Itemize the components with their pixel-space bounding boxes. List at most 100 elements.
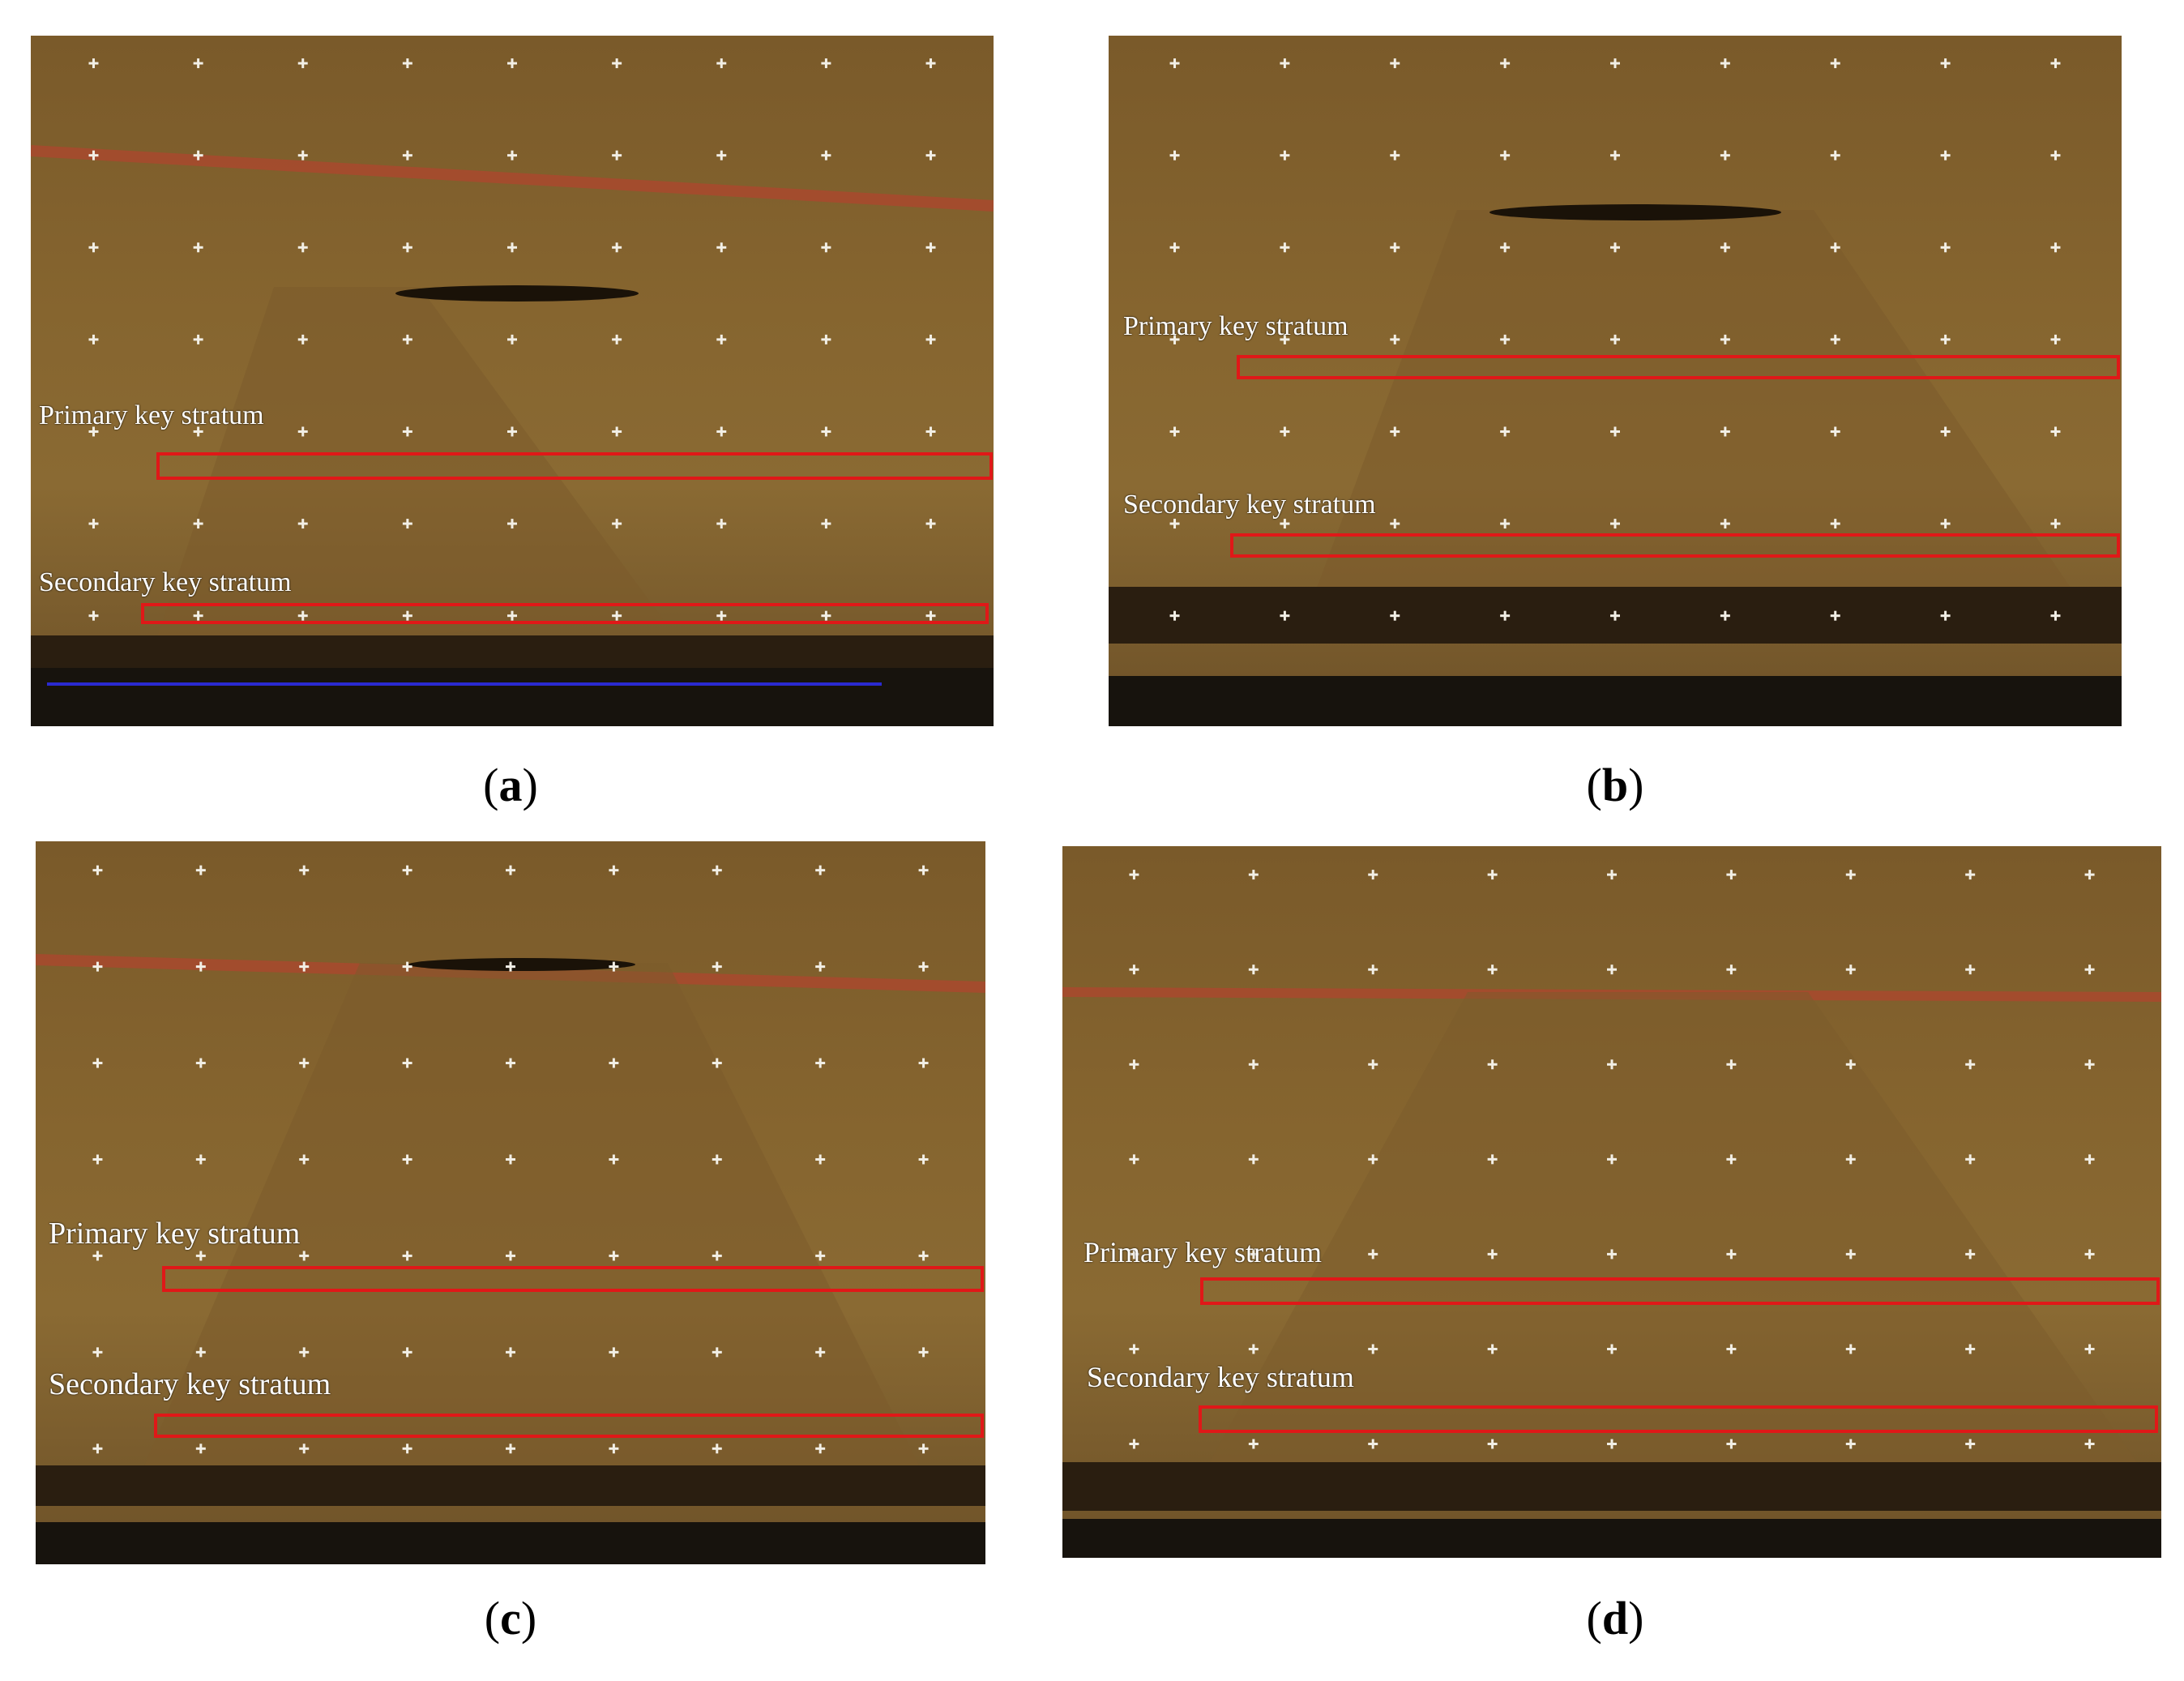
marker-point	[1845, 1059, 1856, 1070]
marker-point	[1500, 150, 1511, 160]
marker-point	[1368, 1154, 1378, 1165]
marker-point	[297, 58, 308, 69]
primary-key-stratum-box	[162, 1266, 984, 1292]
marker-point	[299, 961, 310, 972]
marker-point	[1487, 1344, 1498, 1354]
marker-point	[507, 334, 517, 344]
marker-point	[2084, 965, 2095, 975]
marker-point	[1720, 334, 1730, 344]
marker-point	[1965, 1249, 1976, 1260]
marker-point	[1368, 1249, 1378, 1260]
marker-point	[1610, 426, 1620, 437]
marker-point	[612, 426, 622, 437]
marker-point	[1487, 965, 1498, 975]
marker-point	[402, 334, 412, 344]
marker-point	[195, 1347, 206, 1358]
marker-point	[1169, 334, 1180, 344]
marker-point	[1940, 150, 1951, 160]
marker-point	[609, 1058, 619, 1068]
marker-point	[1390, 334, 1400, 344]
marker-point	[1368, 870, 1378, 880]
panel-d-caption: (d)	[1586, 1592, 1644, 1645]
marker-point	[716, 519, 727, 529]
marker-point	[716, 58, 727, 69]
primary-key-stratum-label: Primary key stratum	[1083, 1236, 1322, 1268]
marker-point	[2084, 1344, 2095, 1354]
marker-point	[815, 1251, 826, 1261]
marker-point	[2050, 334, 2061, 344]
primary-key-stratum-label: Primary key stratum	[39, 400, 264, 430]
marker-point	[716, 242, 727, 253]
marker-point	[925, 426, 936, 437]
marker-point	[1280, 150, 1290, 160]
marker-point	[1280, 242, 1290, 253]
marker-point	[1390, 519, 1400, 529]
marker-point	[925, 150, 936, 160]
marker-point	[712, 1347, 722, 1358]
marker-point	[507, 426, 517, 437]
marker-point	[1248, 1059, 1259, 1070]
marker-point	[297, 334, 308, 344]
marker-point	[195, 961, 206, 972]
marker-point	[1845, 1344, 1856, 1354]
marker-point	[2084, 1059, 2095, 1070]
marker-point	[1248, 965, 1259, 975]
marker-point	[2050, 150, 2061, 160]
marker-point	[1500, 519, 1511, 529]
marker-point	[612, 610, 622, 621]
marker-point	[297, 150, 308, 160]
marker-point	[1169, 58, 1180, 69]
marker-point	[1830, 426, 1840, 437]
marker-point	[1720, 519, 1730, 529]
marker-point	[1845, 965, 1856, 975]
marker-point	[507, 242, 517, 253]
marker-point	[297, 519, 308, 529]
marker-point	[1726, 1059, 1737, 1070]
marker-point	[815, 865, 826, 875]
marker-point	[815, 1058, 826, 1068]
marker-point	[712, 865, 722, 875]
marker-point	[1830, 519, 1840, 529]
marker-point	[402, 58, 412, 69]
marker-point	[1500, 610, 1511, 621]
marker-point	[1500, 334, 1511, 344]
marker-point	[402, 150, 412, 160]
marker-point	[1965, 1344, 1976, 1354]
marker-point	[2050, 519, 2061, 529]
marker-point	[1965, 1154, 1976, 1165]
marker-point	[1940, 519, 1951, 529]
marker-point	[1487, 1439, 1498, 1449]
marker-point	[1726, 1249, 1737, 1260]
marker-point	[925, 58, 936, 69]
marker-point	[1726, 965, 1737, 975]
marker-point	[1280, 58, 1290, 69]
marker-point	[1610, 242, 1620, 253]
secondary-key-stratum-label: Secondary key stratum	[39, 567, 292, 597]
marker-point	[1487, 1249, 1498, 1260]
primary-key-stratum-box	[1237, 355, 2120, 379]
marker-point	[1169, 426, 1180, 437]
primary-key-stratum-label: Primary key stratum	[1123, 311, 1348, 341]
marker-point	[1726, 1154, 1737, 1165]
marker-point	[92, 961, 103, 972]
marker-point	[2050, 58, 2061, 69]
marker-point	[609, 1444, 619, 1454]
marker-point	[195, 1154, 206, 1165]
primary-key-stratum-box	[1200, 1277, 2160, 1305]
marker-point	[1390, 242, 1400, 253]
secondary-key-stratum-label: Secondary key stratum	[49, 1367, 331, 1401]
marker-point	[402, 1154, 412, 1165]
marker-point	[1607, 1249, 1617, 1260]
marker-point	[918, 961, 929, 972]
marker-point	[1720, 610, 1730, 621]
marker-point	[1607, 1154, 1617, 1165]
marker-point	[507, 610, 517, 621]
marker-point	[92, 1347, 103, 1358]
marker-point	[506, 1251, 515, 1261]
marker-point	[716, 426, 727, 437]
marker-point	[925, 610, 936, 621]
marker-point	[2050, 610, 2061, 621]
marker-point	[88, 519, 99, 529]
marker-point	[88, 150, 99, 160]
marker-point	[821, 334, 831, 344]
